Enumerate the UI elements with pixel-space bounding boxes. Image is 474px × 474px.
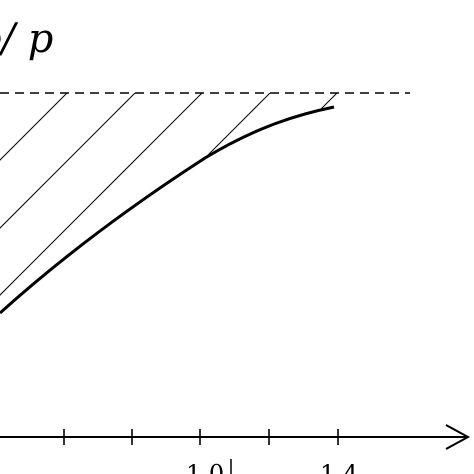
x-axis-arrowhead <box>445 424 471 450</box>
x-axis-ticks <box>63 429 339 445</box>
x-tick-label-1-0: 1.0 <box>186 460 224 474</box>
y-axis-label: ρ/ p <box>0 16 53 62</box>
main-curve <box>0 105 335 315</box>
x-tick-label-1-4: 1.4 <box>320 460 358 474</box>
hatched-region <box>0 93 338 313</box>
